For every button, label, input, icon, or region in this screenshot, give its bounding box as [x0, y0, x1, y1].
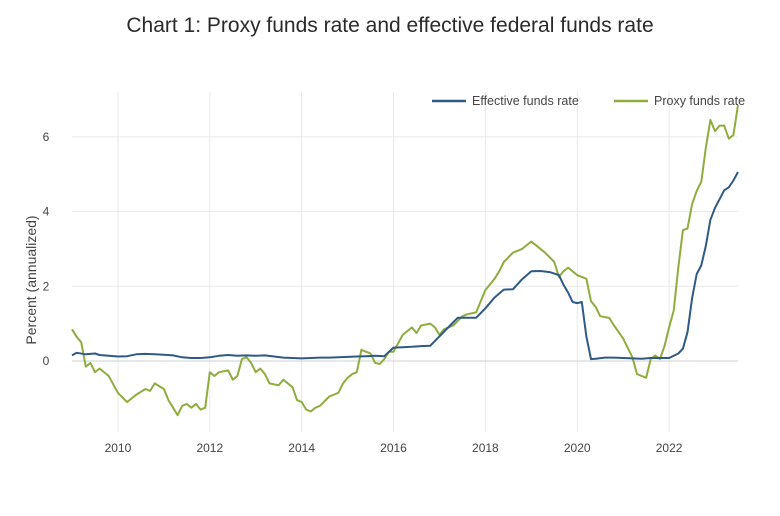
- x-tick-label: 2012: [196, 441, 223, 455]
- x-tick-label: 2016: [380, 441, 407, 455]
- series-lines: [71, 104, 739, 417]
- x-axis: 2010 2012 2014 2016 2018 2020 2022: [105, 441, 683, 455]
- legend-label: Effective funds rate: [472, 94, 579, 108]
- y-tick-label: 2: [43, 279, 50, 293]
- y-axis-label: Percent (annualized): [23, 215, 39, 344]
- x-tick-label: 2020: [564, 441, 591, 455]
- x-tick-label: 2010: [105, 441, 132, 455]
- legend: Effective funds rate Proxy funds rate: [432, 94, 745, 108]
- y-tick-label: 0: [43, 354, 50, 368]
- y-tick-label: 6: [43, 130, 50, 144]
- series-line-effective-funds-rate: [71, 171, 739, 361]
- x-tick-label: 2022: [656, 441, 683, 455]
- y-axis: 0 2 4 6: [43, 130, 50, 368]
- x-tick-label: 2014: [288, 441, 315, 455]
- x-tick-label: 2018: [472, 441, 499, 455]
- grid-lines: [72, 92, 738, 432]
- series-line-proxy-funds-rate: [71, 104, 739, 417]
- legend-label: Proxy funds rate: [654, 94, 745, 108]
- y-tick-label: 4: [43, 205, 50, 219]
- chart-title: Chart 1: Proxy funds rate and effective …: [126, 14, 654, 37]
